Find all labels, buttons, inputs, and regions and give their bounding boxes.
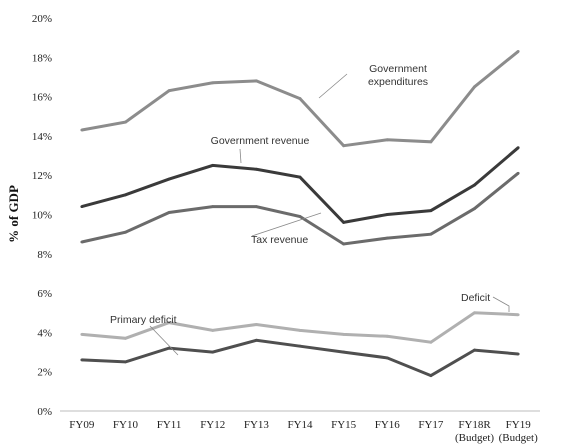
data-point — [473, 311, 476, 315]
data-point — [254, 167, 258, 171]
x-tick-sublabel: (Budget) — [455, 432, 494, 444]
y-tick-label: 18% — [32, 52, 52, 64]
data-point — [254, 205, 258, 209]
data-point — [124, 120, 127, 124]
data-point — [429, 374, 433, 378]
x-tick-label: FY17 — [418, 419, 444, 431]
data-point — [429, 340, 433, 344]
data-point — [80, 128, 84, 132]
data-point — [80, 240, 84, 244]
y-tick-label: 20% — [32, 13, 52, 25]
annotation-leader-line — [492, 296, 510, 312]
y-tick-label: 6% — [37, 288, 52, 300]
y-axis: 0% 2% 4% 6% 8% 10% 12% 14% 16% 18% 20% — [32, 13, 52, 418]
data-point — [211, 163, 215, 167]
data-point — [342, 242, 346, 246]
data-point — [385, 236, 389, 240]
data-point — [342, 220, 346, 224]
data-point — [167, 346, 171, 350]
data-point — [385, 334, 389, 338]
x-tick-label: FY10 — [113, 419, 139, 431]
data-point — [211, 205, 215, 209]
y-tick-label: 4% — [37, 327, 52, 339]
y-tick-label: 2% — [37, 367, 52, 379]
data-point — [342, 332, 346, 336]
data-point — [254, 323, 258, 326]
x-tick-label: FY11 — [157, 419, 182, 431]
y-axis-title: % of GDP — [6, 185, 21, 243]
data-point — [473, 348, 476, 352]
data-point — [429, 209, 433, 212]
series-label: Government revenue — [211, 135, 310, 147]
data-point — [516, 171, 520, 175]
y-tick-label: 16% — [32, 92, 52, 104]
data-point — [298, 329, 302, 332]
data-point — [516, 50, 520, 53]
x-tick-label: FY09 — [69, 419, 95, 431]
data-point — [167, 89, 171, 93]
data-point — [298, 215, 302, 218]
data-point — [342, 144, 346, 148]
data-point — [473, 183, 476, 187]
x-tick-label: FY12 — [200, 419, 225, 431]
x-tick-sublabel: (Budget) — [499, 432, 538, 444]
data-point — [254, 338, 258, 342]
data-point — [124, 230, 127, 234]
data-point — [429, 232, 433, 236]
data-point — [385, 213, 389, 216]
data-point — [124, 360, 127, 364]
series-label: Tax revenue — [251, 234, 308, 246]
data-point — [516, 146, 520, 150]
data-point — [429, 140, 433, 144]
x-tick-label: FY13 — [244, 419, 270, 431]
data-point — [124, 193, 127, 197]
data-point — [167, 177, 171, 181]
x-axis: FY09 FY10 FY11 FY12 FY13 FY14 FY15 FY16 FY17 FY18… — [60, 410, 540, 444]
data-point — [516, 313, 520, 317]
x-tick-label: FY15 — [331, 419, 357, 431]
y-tick-label: 8% — [37, 249, 52, 261]
annotation-leader-line — [251, 212, 322, 237]
annotation-leader-line — [149, 325, 179, 356]
annotation-leader-line — [318, 73, 348, 99]
x-tick-label: FY18R — [458, 419, 491, 431]
data-point — [516, 352, 520, 356]
data-point — [211, 81, 215, 85]
series-label: expenditures — [368, 76, 428, 88]
data-point — [385, 356, 389, 360]
data-point — [167, 321, 171, 324]
data-point — [473, 85, 476, 89]
x-tick-label: FY19 — [506, 419, 532, 431]
data-point — [211, 350, 215, 354]
data-point — [80, 205, 84, 209]
y-tick-label: 10% — [32, 210, 52, 222]
data-point — [80, 358, 84, 362]
data-point — [80, 332, 84, 336]
y-tick-label: 12% — [32, 170, 52, 182]
data-point — [298, 344, 302, 348]
series-label: Deficit — [461, 292, 490, 304]
data-point — [124, 336, 127, 340]
data-point — [298, 175, 302, 179]
data-point — [298, 97, 302, 100]
data-point — [385, 138, 389, 142]
series-layer — [80, 50, 520, 378]
series-label: Government — [369, 63, 427, 75]
data-point — [342, 350, 346, 354]
data-point — [167, 211, 171, 214]
data-point — [473, 207, 476, 211]
x-tick-label: FY14 — [287, 419, 313, 431]
data-point — [254, 79, 258, 83]
x-tick-label: FY16 — [375, 419, 401, 431]
y-tick-label: 14% — [32, 131, 52, 143]
annotation-leader-line — [239, 148, 242, 164]
y-tick-label: 0% — [37, 406, 52, 418]
series-label: Primary deficit — [110, 314, 177, 326]
data-point — [211, 329, 215, 332]
series-line-1 — [81, 146, 520, 225]
